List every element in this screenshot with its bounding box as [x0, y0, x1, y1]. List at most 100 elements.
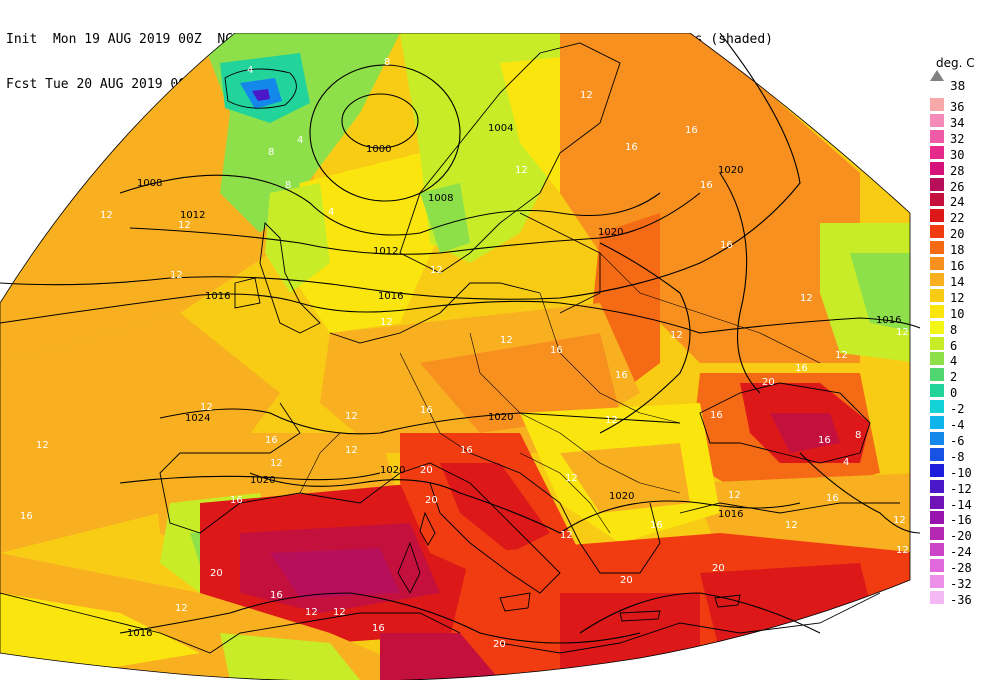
legend-label: 16 — [950, 259, 965, 273]
dewpoint-label: 16 — [625, 142, 638, 153]
legend-label: 8 — [950, 322, 958, 337]
dewpoint-label: 16 — [265, 435, 278, 446]
legend-label: 36 — [950, 100, 965, 114]
dewpoint-label: 12 — [580, 90, 593, 101]
legend-label: 6 — [950, 338, 958, 353]
legend-top-value: 38 — [950, 79, 966, 93]
legend-label: 2 — [950, 370, 958, 385]
legend-row: -16 — [930, 510, 990, 528]
legend-row: 28 — [930, 161, 990, 177]
legend-label: -28 — [950, 561, 972, 576]
isobars — [0, 33, 920, 644]
legend-swatch — [930, 463, 944, 477]
legend-swatch — [930, 320, 944, 334]
pressure-label: 1008 — [428, 193, 453, 204]
legend-overflow-triangle — [930, 70, 944, 81]
dewpoint-label: 16 — [710, 410, 723, 421]
pressure-label: 1020 — [250, 475, 275, 486]
pressure-label: 1020 — [380, 465, 405, 476]
legend-label: -24 — [950, 545, 972, 560]
dewpoint-label: 12 — [785, 520, 798, 531]
dewpoint-label: 12 — [345, 445, 358, 456]
dewpoint-label: 12 — [430, 265, 443, 276]
dewpoint-label: 12 — [170, 270, 183, 281]
dewpoint-label: 16 — [818, 435, 831, 446]
legend-row: 12 — [930, 288, 990, 304]
dewpoint-label: 8 — [384, 57, 390, 68]
legend-swatch — [930, 129, 944, 143]
dewpoint-label: 20 — [620, 575, 633, 586]
legend-swatch — [930, 384, 944, 398]
legend-swatch — [930, 161, 944, 175]
legend-swatch — [930, 590, 944, 604]
legend-swatch — [930, 336, 944, 350]
legend-row: 30 — [930, 145, 990, 162]
legend-label: -36 — [950, 592, 972, 607]
legend-swatch — [930, 257, 944, 270]
pressure-label: 1020 — [718, 165, 743, 176]
legend-swatch — [930, 225, 944, 239]
legend-row: -12 — [930, 479, 990, 495]
legend-label: -2 — [950, 402, 965, 417]
legend-label: 32 — [950, 131, 965, 146]
dewpoint-label: 16 — [550, 345, 563, 356]
legend-row: 14 — [930, 272, 990, 288]
coastlines — [0, 42, 900, 654]
dewpoint-label: 20 — [210, 568, 223, 579]
dewpoint-label: 12 — [728, 490, 741, 501]
pressure-label: 1016 — [205, 291, 230, 302]
legend-row: -2 — [930, 399, 990, 417]
legend-label: 26 — [950, 179, 965, 194]
pressure-label: 1016 — [127, 628, 152, 639]
legend-row: 32 — [930, 129, 990, 146]
legend-label: -16 — [950, 513, 972, 528]
legend-swatch — [930, 368, 944, 382]
legend-row: 36 — [930, 97, 990, 114]
legend-row: 34 — [930, 113, 990, 130]
legend-label: 34 — [950, 115, 965, 130]
dewpoint-label: 16 — [20, 511, 33, 522]
dewpoint-label: 12 — [178, 220, 191, 231]
legend-swatch — [930, 209, 944, 223]
legend-row: -4 — [930, 415, 990, 431]
pressure-label: 1016 — [876, 315, 901, 326]
dewpoint-label: 12 — [565, 473, 578, 484]
pressure-label: 1016 — [718, 509, 743, 520]
legend-swatch — [930, 479, 944, 493]
dewpoint-label: 16 — [420, 405, 433, 416]
dewpoint-label: 8 — [855, 430, 861, 441]
legend-row: 4 — [930, 351, 990, 367]
dewpoint-label: 20 — [712, 563, 725, 574]
dewpoint-label: 12 — [305, 607, 318, 618]
pressure-label: 1020 — [598, 227, 623, 238]
legend-swatch — [930, 431, 944, 445]
legend-label: 22 — [950, 211, 965, 226]
legend-label: 30 — [950, 147, 965, 162]
dewpoint-label: 16 — [615, 370, 628, 381]
legend-row: -8 — [930, 447, 990, 463]
dewpoint-label: 12 — [605, 415, 618, 426]
legend-label: -14 — [950, 497, 972, 512]
legend-row: 26 — [930, 177, 990, 194]
legend-row: 6 — [930, 336, 990, 353]
pressure-label: 1024 — [185, 413, 210, 424]
legend-swatch — [930, 447, 944, 461]
legend-row: 8 — [930, 320, 990, 337]
dewpoint-label: 4 — [328, 207, 334, 218]
legend-swatch — [930, 304, 944, 318]
legend-label: 0 — [950, 386, 958, 401]
legend-swatch — [930, 543, 944, 557]
legend-swatch — [930, 400, 944, 414]
legend-label: 10 — [950, 306, 965, 321]
dewpoint-label: 4 — [247, 65, 253, 76]
dewpoint-label: 12 — [896, 327, 909, 338]
legend-row: 16 — [930, 256, 990, 273]
legend-swatch — [930, 193, 944, 207]
dewpoint-label: 16 — [795, 363, 808, 374]
legend-row: -36 — [930, 590, 990, 607]
legend-swatch — [930, 416, 944, 429]
legend-row: -14 — [930, 495, 990, 512]
dewpoint-label: 12 — [333, 607, 346, 618]
dewpoint-label: 20 — [493, 639, 506, 650]
dewpoint-label: 20 — [762, 377, 775, 388]
